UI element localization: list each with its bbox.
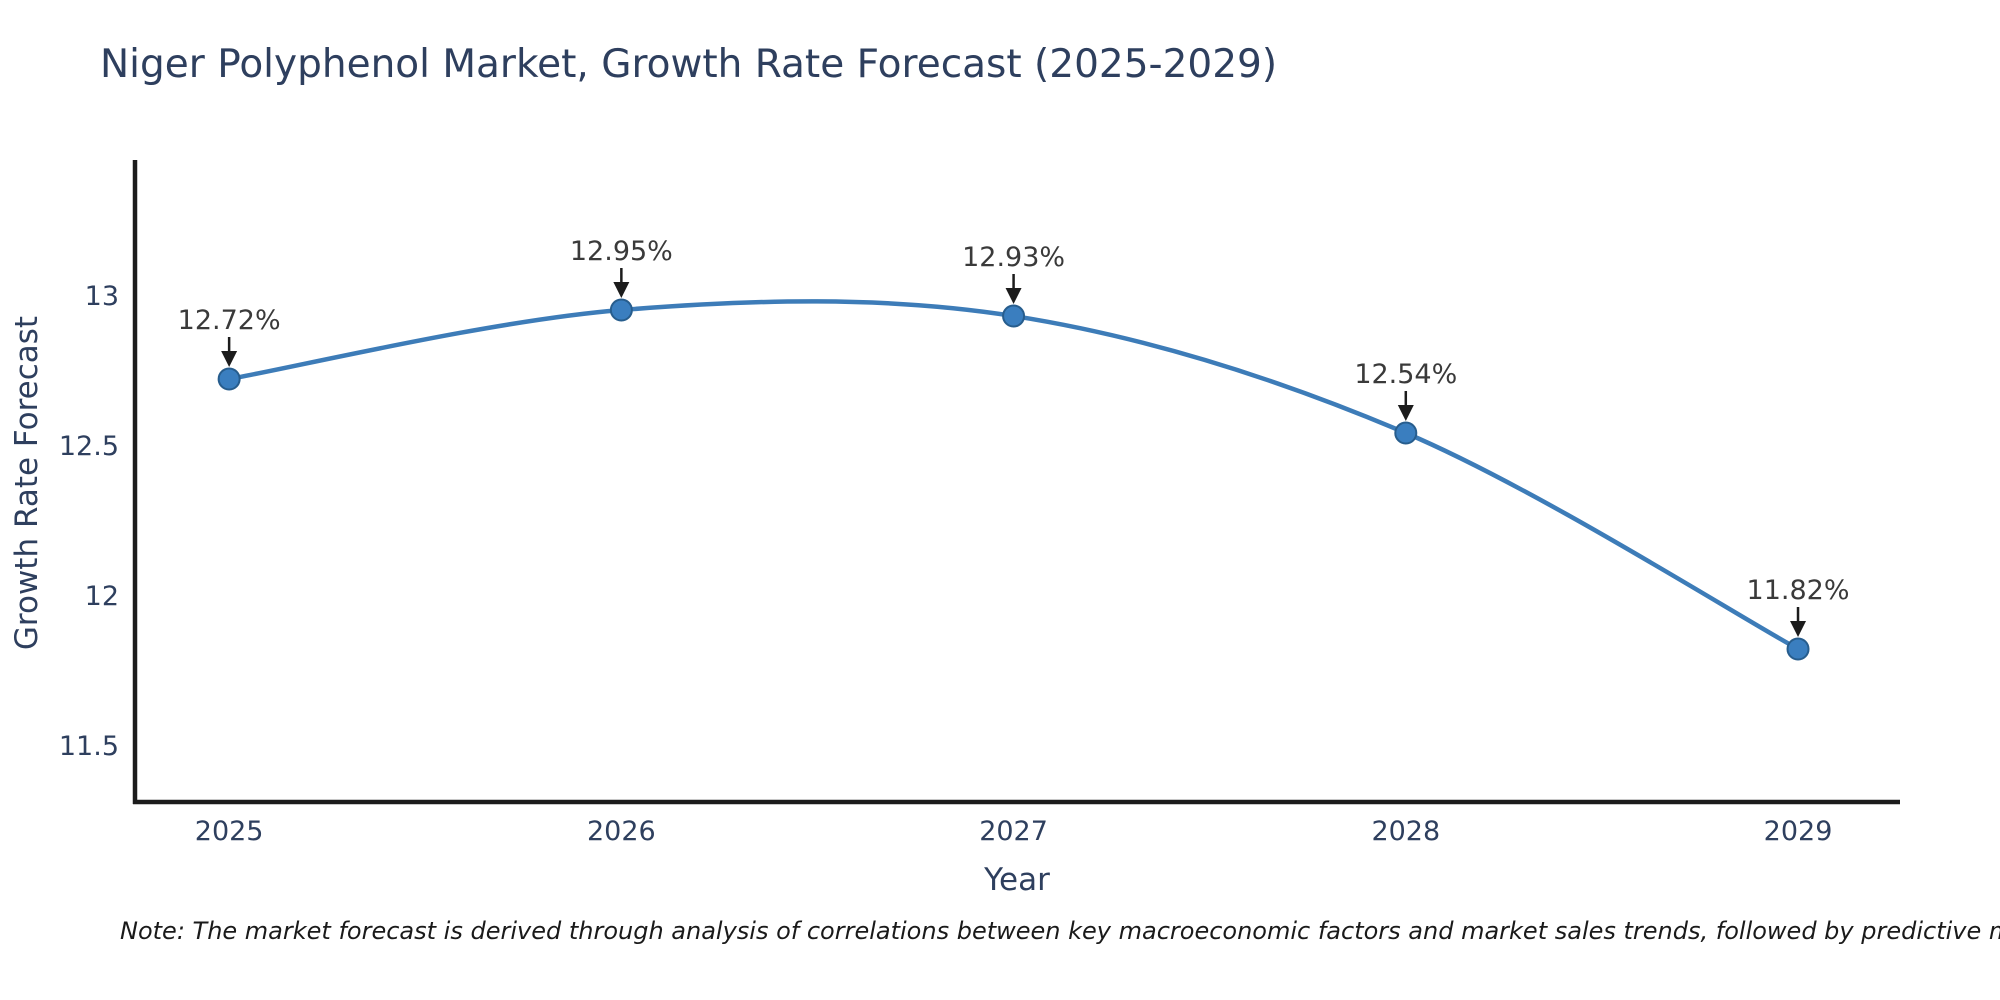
data-point-label: 12.93%: [962, 242, 1065, 273]
chart-title: Niger Polyphenol Market, Growth Rate For…: [100, 42, 1278, 87]
x-tick-label: 2026: [587, 816, 656, 847]
annotation-arrowhead: [221, 351, 238, 367]
trend-line: [226, 299, 1801, 652]
annotation-arrowhead: [1790, 621, 1807, 637]
y-tick-label: 13: [85, 281, 119, 312]
data-point-label: 12.95%: [570, 236, 673, 267]
data-point-marker: [1786, 637, 1810, 661]
x-axis-title: Year: [984, 862, 1050, 898]
data-point-label: 12.72%: [178, 305, 281, 336]
y-tick-label: 11.5: [59, 731, 119, 762]
y-tick-label: 12.5: [59, 431, 119, 462]
data-point-marker: [217, 367, 241, 391]
x-tick-label: 2029: [1764, 816, 1833, 847]
data-point-marker: [609, 298, 633, 322]
x-tick-label: 2025: [195, 816, 264, 847]
x-tick-label: 2028: [1371, 816, 1440, 847]
data-point-marker: [1394, 421, 1418, 445]
data-point-marker: [1002, 304, 1026, 328]
x-tick-label: 2027: [979, 816, 1048, 847]
footnote: Note: The market forecast is derived thr…: [120, 917, 2000, 945]
annotation-arrowhead: [1397, 405, 1414, 421]
annotation-arrowhead: [1005, 288, 1022, 304]
data-point-label: 11.82%: [1747, 575, 1850, 606]
data-point-label: 12.54%: [1354, 359, 1457, 390]
y-tick-label: 12: [85, 581, 119, 612]
annotation-arrowhead: [613, 282, 630, 298]
